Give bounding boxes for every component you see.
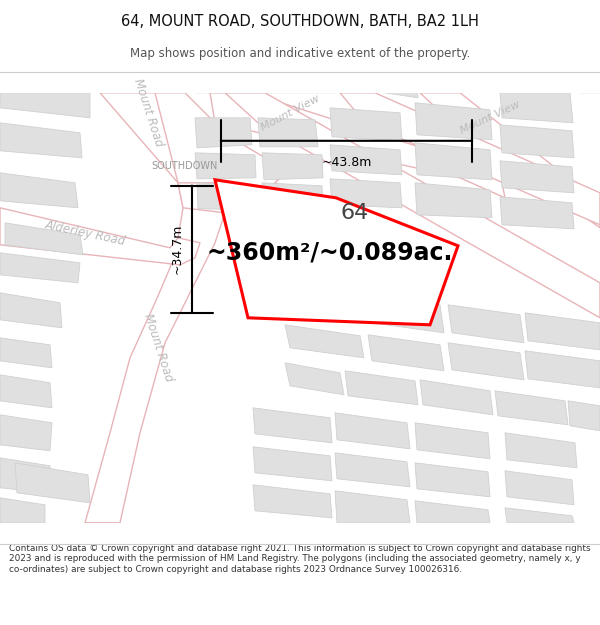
Polygon shape — [285, 362, 344, 395]
Polygon shape — [262, 152, 323, 180]
Polygon shape — [330, 145, 402, 175]
Polygon shape — [0, 458, 50, 492]
Polygon shape — [15, 462, 90, 503]
Polygon shape — [0, 122, 82, 158]
Polygon shape — [580, 78, 600, 92]
Polygon shape — [0, 415, 52, 451]
Polygon shape — [505, 432, 577, 468]
Polygon shape — [330, 107, 402, 141]
Polygon shape — [265, 80, 337, 92]
Polygon shape — [350, 68, 418, 98]
Polygon shape — [420, 380, 493, 415]
Polygon shape — [335, 412, 410, 449]
Polygon shape — [448, 342, 524, 380]
Text: Mount Road: Mount Road — [141, 312, 175, 384]
Polygon shape — [0, 173, 78, 208]
Text: 64, MOUNT ROAD, SOUTHDOWN, BATH, BA2 1LH: 64, MOUNT ROAD, SOUTHDOWN, BATH, BA2 1LH — [121, 14, 479, 29]
Polygon shape — [197, 182, 256, 210]
Polygon shape — [505, 508, 574, 522]
Polygon shape — [253, 408, 332, 442]
Polygon shape — [368, 295, 444, 333]
Polygon shape — [335, 452, 410, 487]
Polygon shape — [0, 208, 200, 265]
Polygon shape — [495, 391, 568, 425]
Text: ~360m²/~0.089ac.: ~360m²/~0.089ac. — [207, 241, 453, 265]
Polygon shape — [5, 222, 83, 255]
Text: Mount Road: Mount Road — [131, 77, 165, 149]
Polygon shape — [420, 92, 600, 228]
Polygon shape — [568, 401, 600, 431]
Text: ~43.8m: ~43.8m — [322, 156, 371, 169]
Polygon shape — [415, 182, 492, 218]
Text: Alderley Road: Alderley Road — [43, 218, 127, 248]
Polygon shape — [500, 161, 574, 192]
Text: Map shows position and indicative extent of the property.: Map shows position and indicative extent… — [130, 48, 470, 61]
Polygon shape — [225, 92, 600, 318]
Polygon shape — [500, 125, 574, 158]
Polygon shape — [330, 179, 402, 208]
Polygon shape — [285, 282, 364, 322]
Polygon shape — [262, 182, 323, 210]
Polygon shape — [415, 102, 492, 140]
Polygon shape — [215, 180, 458, 325]
Polygon shape — [500, 92, 573, 123]
Polygon shape — [415, 501, 490, 522]
Polygon shape — [415, 142, 492, 180]
Polygon shape — [525, 351, 600, 388]
Text: Contains OS data © Crown copyright and database right 2021. This information is : Contains OS data © Crown copyright and d… — [9, 544, 590, 574]
Polygon shape — [253, 485, 332, 518]
Polygon shape — [253, 447, 332, 481]
Polygon shape — [258, 118, 318, 147]
Polygon shape — [448, 305, 524, 343]
Polygon shape — [415, 422, 490, 459]
Polygon shape — [415, 462, 490, 497]
Polygon shape — [155, 92, 280, 198]
Polygon shape — [195, 80, 262, 92]
Text: SOUTHDOWN: SOUTHDOWN — [152, 161, 218, 171]
Polygon shape — [210, 92, 505, 198]
Polygon shape — [285, 325, 364, 357]
Text: Mount View: Mount View — [259, 93, 321, 132]
Polygon shape — [345, 371, 418, 405]
Polygon shape — [0, 292, 62, 328]
Text: ~34.7m: ~34.7m — [170, 224, 184, 274]
Polygon shape — [178, 152, 280, 213]
Polygon shape — [340, 92, 600, 225]
Polygon shape — [505, 471, 574, 505]
Polygon shape — [525, 312, 600, 350]
Polygon shape — [500, 197, 574, 229]
Polygon shape — [195, 118, 252, 148]
Polygon shape — [368, 335, 444, 371]
Text: 64: 64 — [341, 202, 369, 222]
Text: Mount View: Mount View — [458, 99, 521, 136]
Polygon shape — [0, 338, 52, 367]
Polygon shape — [85, 92, 225, 522]
Polygon shape — [0, 375, 52, 408]
Polygon shape — [0, 92, 90, 118]
Polygon shape — [335, 491, 410, 522]
Polygon shape — [195, 152, 256, 179]
Polygon shape — [0, 253, 80, 282]
Polygon shape — [0, 498, 45, 522]
